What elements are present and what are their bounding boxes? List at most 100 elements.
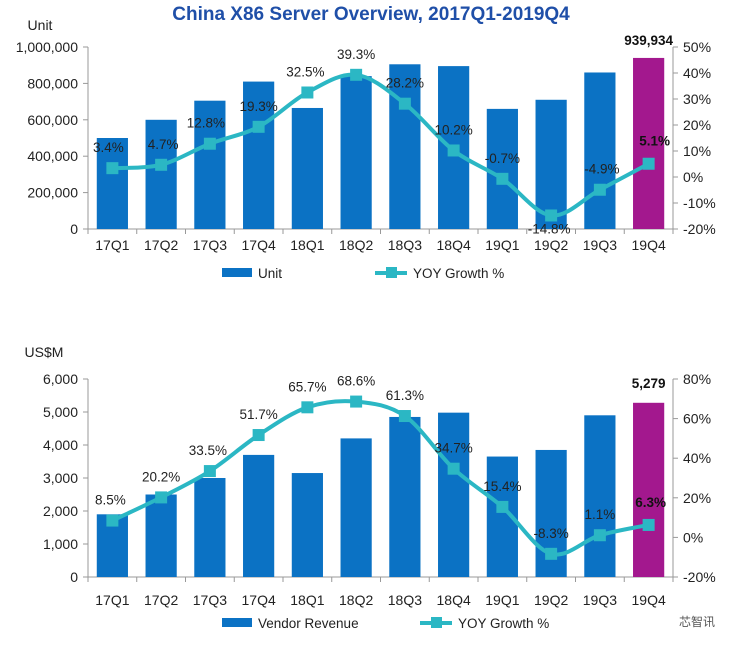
yoy-point (106, 514, 119, 527)
y-tick-label: 0 (70, 569, 78, 585)
yoy-point-label: -14.8% (528, 221, 571, 236)
yoy-point (203, 465, 216, 478)
unit-chart: Unit 0 200,000 400,000 600,000 800,000 1,000,0… (16, 17, 716, 281)
yoy-point-label: 8.5% (95, 493, 126, 508)
bar (291, 107, 323, 229)
x-tick-label: 17Q2 (144, 592, 178, 608)
yoy-point (496, 500, 509, 513)
y-tick-label: 2,000 (43, 503, 78, 519)
revenue-chart: US$M 0 1,000 2,000 3,000 4,000 5,000 6,000 -20% 0… (25, 344, 716, 631)
yoy-point (545, 209, 558, 222)
y-tick-label: 1,000 (43, 536, 78, 552)
x-tick-label: 17Q3 (193, 237, 227, 253)
y-tick-label: 3,000 (43, 470, 78, 486)
yoy-point-label: -4.9% (584, 162, 619, 177)
legend-bar-swatch (222, 268, 252, 277)
y2-tick-label: 0% (683, 169, 703, 185)
yoy-point (350, 68, 363, 81)
x-tick-label: 18Q1 (290, 592, 324, 608)
y-tick-label: 5,000 (43, 404, 78, 420)
x-tick-label: 19Q3 (583, 237, 617, 253)
yoy-point-label: 15.4% (483, 479, 521, 494)
bar (584, 415, 616, 577)
yoy-point-label: 1.1% (584, 507, 615, 522)
yoy-point-label: 10.2% (434, 122, 472, 137)
bar (243, 454, 275, 577)
y-tick-label: 4,000 (43, 437, 78, 453)
yoy-point (496, 172, 509, 185)
yoy-point (350, 395, 363, 408)
bar (340, 438, 372, 577)
x-tick-label: 18Q4 (437, 237, 471, 253)
yoy-point-label: 4.7% (148, 137, 179, 152)
x-tick-label: 18Q1 (290, 237, 324, 253)
yoy-point (593, 529, 606, 542)
x-tick-label: 18Q2 (339, 592, 373, 608)
yoy-point (398, 410, 411, 423)
yoy-point-label: 28.2% (386, 76, 424, 91)
yoy-point-label: 19.3% (239, 99, 277, 114)
y2-tick-label: 30% (683, 91, 711, 107)
y2-tick-label: 10% (683, 143, 711, 159)
bar (389, 64, 421, 229)
yoy-point (155, 491, 168, 504)
x-tick-label: 19Q2 (534, 592, 568, 608)
yoy-point (252, 429, 265, 442)
bar (194, 100, 226, 229)
y-tick-label: 6,000 (43, 371, 78, 387)
yoy-point (545, 547, 558, 560)
y2-tick-label: 20% (683, 117, 711, 133)
yoy-point-label: 65.7% (288, 379, 326, 394)
x-tick-label: 18Q4 (437, 592, 471, 608)
y2-tick-label: 20% (683, 490, 711, 506)
yoy-point-label: 39.3% (337, 47, 375, 62)
x-tick-label: 17Q3 (193, 592, 227, 608)
y-axis-title: Unit (28, 17, 53, 33)
y2-tick-label: 60% (683, 411, 711, 427)
x-tick-label: 17Q4 (242, 592, 276, 608)
bar (145, 119, 177, 229)
yoy-point (447, 144, 460, 157)
bar (438, 412, 470, 577)
yoy-point (642, 518, 655, 531)
x-tick-label: 18Q2 (339, 237, 373, 253)
yoy-point-label: 5.1% (639, 134, 670, 149)
x-tick-label: 17Q2 (144, 237, 178, 253)
y2-tick-label: 0% (683, 529, 703, 545)
legend-line-marker (386, 267, 397, 278)
bar (535, 99, 567, 229)
legend-bar-swatch (222, 618, 252, 627)
yoy-point (203, 137, 216, 150)
bar (633, 402, 665, 577)
x-tick-label: 18Q3 (388, 592, 422, 608)
x-tick-label: 19Q4 (632, 237, 666, 253)
y2-tick-label: -20% (683, 569, 716, 585)
x-tick-label: 18Q3 (388, 237, 422, 253)
y2-tick-label: 40% (683, 65, 711, 81)
yoy-point (642, 157, 655, 170)
yoy-line (112, 72, 650, 218)
legend-line-marker (431, 617, 442, 628)
bar (243, 81, 275, 229)
y-tick-label: 200,000 (27, 185, 78, 201)
bar (194, 478, 226, 577)
y-tick-label: 0 (70, 221, 78, 237)
bar (633, 57, 665, 230)
bar (389, 416, 421, 577)
x-tick-label: 17Q4 (242, 237, 276, 253)
bar (96, 138, 128, 229)
yoy-point (106, 162, 119, 175)
yoy-point-label: 68.6% (337, 374, 375, 389)
yoy-point (593, 183, 606, 196)
yoy-point-label: 6.3% (635, 495, 666, 510)
yoy-point-label: 61.3% (386, 388, 424, 403)
yoy-point-label: 12.8% (187, 116, 225, 131)
y-tick-label: 1,000,000 (16, 39, 78, 55)
y2-tick-label: 80% (683, 371, 711, 387)
chart-title: China X86 Server Overview, 2017Q1-2019Q4 (172, 4, 570, 25)
yoy-point (252, 120, 265, 133)
legend-bar-label: Unit (258, 266, 282, 281)
y-tick-label: 800,000 (27, 75, 78, 91)
x-tick-label: 17Q1 (95, 237, 129, 253)
yoy-point (155, 158, 168, 171)
